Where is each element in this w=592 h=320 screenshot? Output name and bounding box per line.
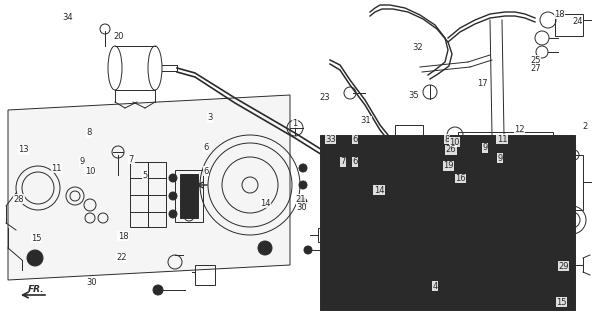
Circle shape (299, 164, 307, 172)
Text: 15: 15 (556, 298, 567, 307)
Circle shape (299, 198, 307, 206)
Text: 28: 28 (14, 195, 24, 204)
Bar (195, 265, 215, 285)
Text: 18: 18 (118, 232, 128, 241)
Text: 4: 4 (433, 282, 437, 291)
Text: 12: 12 (514, 125, 525, 134)
Circle shape (27, 250, 43, 266)
Text: 25: 25 (530, 56, 541, 65)
Bar (575, 155, 583, 210)
Circle shape (169, 174, 177, 182)
Circle shape (304, 246, 312, 254)
Text: 30: 30 (86, 278, 97, 287)
Bar (180, 174, 198, 218)
Text: 11: 11 (51, 164, 62, 172)
Text: 7: 7 (128, 155, 134, 164)
Text: 6: 6 (352, 157, 358, 166)
Polygon shape (8, 95, 290, 280)
Bar (458, 132, 553, 140)
Text: 9: 9 (483, 143, 488, 152)
Text: 22: 22 (116, 253, 127, 262)
Text: 8: 8 (444, 135, 450, 144)
Bar (476, 165, 489, 243)
Bar (175, 170, 203, 222)
Text: 6: 6 (203, 167, 209, 176)
Text: 33: 33 (325, 135, 336, 144)
Text: 10: 10 (85, 167, 95, 176)
Text: 14: 14 (374, 186, 384, 195)
Text: 24: 24 (572, 17, 583, 26)
Circle shape (473, 206, 481, 214)
Text: 15: 15 (31, 234, 42, 243)
Bar (130, 162, 148, 227)
Text: 11: 11 (497, 135, 507, 144)
Text: 3: 3 (207, 113, 213, 122)
Text: 8: 8 (86, 128, 92, 137)
Text: 32: 32 (412, 43, 423, 52)
Text: 21: 21 (295, 195, 306, 204)
Text: 18: 18 (554, 10, 565, 19)
Text: 10: 10 (449, 138, 460, 147)
Text: 13: 13 (18, 145, 29, 154)
Text: 20: 20 (113, 32, 124, 41)
Text: 6: 6 (203, 143, 209, 152)
Text: 16: 16 (455, 174, 466, 183)
Bar (555, 14, 583, 36)
Bar (493, 170, 513, 238)
Circle shape (153, 285, 163, 295)
Circle shape (473, 224, 481, 232)
Bar (318, 228, 332, 242)
Text: FR.: FR. (28, 285, 44, 294)
Bar (488, 165, 518, 243)
Text: 5: 5 (143, 171, 147, 180)
Text: 14: 14 (260, 199, 271, 208)
Bar (458, 165, 476, 243)
Text: 34: 34 (63, 13, 73, 22)
Text: 9: 9 (79, 157, 84, 166)
Text: 1: 1 (292, 119, 297, 128)
Text: 7: 7 (340, 157, 346, 166)
Text: 27: 27 (530, 64, 541, 73)
Text: 29: 29 (558, 262, 569, 271)
Circle shape (299, 181, 307, 189)
Circle shape (473, 188, 481, 196)
Text: 2: 2 (583, 122, 587, 131)
Bar (148, 162, 166, 227)
Text: 17: 17 (477, 79, 488, 88)
Text: 23: 23 (319, 93, 330, 102)
Circle shape (258, 241, 272, 255)
Text: 19: 19 (443, 161, 454, 170)
Circle shape (169, 192, 177, 200)
Text: 9: 9 (498, 154, 503, 163)
Bar (320, 135, 575, 310)
Text: 30: 30 (297, 203, 307, 212)
Text: 6: 6 (352, 135, 358, 144)
Text: 35: 35 (408, 91, 419, 100)
Circle shape (169, 210, 177, 218)
Text: 31: 31 (361, 116, 371, 125)
Circle shape (546, 289, 564, 307)
Bar (395, 125, 423, 163)
Text: 26: 26 (446, 145, 456, 154)
Circle shape (373, 255, 387, 269)
